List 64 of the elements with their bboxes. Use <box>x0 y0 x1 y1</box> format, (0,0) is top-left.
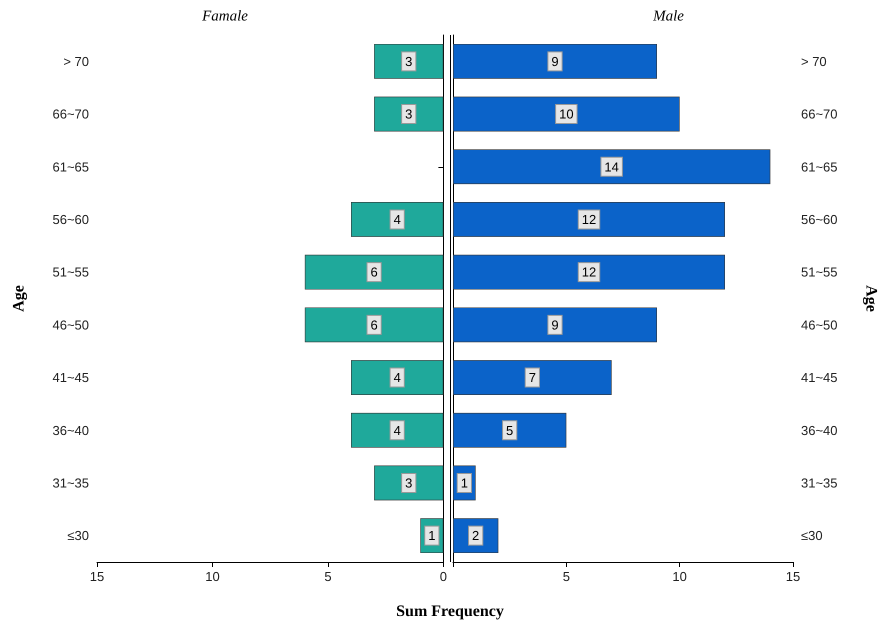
data-label: 1 <box>428 528 436 544</box>
bar <box>453 412 566 448</box>
x-axis-title: Sum Frequency <box>395 603 505 621</box>
bar <box>304 307 444 342</box>
x-tick-label: 5 <box>562 569 570 584</box>
chart-title: Famale <box>201 8 248 24</box>
x-tick-label: 10 <box>672 569 687 584</box>
data-label: 12 <box>582 212 596 227</box>
bar <box>453 96 680 132</box>
bar <box>453 254 725 290</box>
y-tick-label: 36~40 <box>52 422 89 438</box>
x-tick-label: 5 <box>324 569 332 584</box>
y-tick-label: ≤30 <box>67 528 89 544</box>
y-axis-title: Age <box>862 285 880 312</box>
y-tick-label: 61~65 <box>801 159 838 174</box>
y-tick-label: 56~60 <box>52 212 89 227</box>
data-label: 2 <box>472 528 480 544</box>
y-tick-label: 51~55 <box>52 264 89 280</box>
data-label: 3 <box>405 475 412 490</box>
chart-title: Male <box>652 8 684 24</box>
data-label: 4 <box>394 422 401 438</box>
y-tick-label: 66~70 <box>52 106 89 122</box>
bar <box>453 360 612 395</box>
bar <box>351 202 444 237</box>
y-tick-label: 31~35 <box>801 475 838 490</box>
data-label: 7 <box>528 370 536 386</box>
x-tick-label: 0 <box>440 569 447 584</box>
y-tick-label: 41~45 <box>801 370 838 386</box>
y-tick-label: ≤30 <box>801 528 823 544</box>
bar <box>453 202 725 237</box>
data-label: 3 <box>405 106 412 122</box>
y-tick-label: 31~35 <box>52 475 89 490</box>
bar <box>453 44 657 79</box>
data-label: 6 <box>370 317 378 332</box>
bar <box>304 254 444 290</box>
data-label: 10 <box>559 106 574 122</box>
y-tick-label: 51~55 <box>801 264 838 280</box>
x-tick-label: 15 <box>90 569 104 584</box>
data-label: 9 <box>551 317 559 332</box>
data-label: 9 <box>551 54 559 69</box>
bar <box>453 149 770 184</box>
x-tick-label: 10 <box>205 569 220 584</box>
bar <box>453 307 657 342</box>
y-tick-label: 66~70 <box>801 106 838 122</box>
data-label: 6 <box>370 264 378 280</box>
y-tick-label: 46~50 <box>801 317 838 332</box>
y-axis-title: Age <box>10 285 28 312</box>
data-label: 1 <box>460 475 468 490</box>
data-label: 14 <box>604 159 619 174</box>
y-tick-label: > 70 <box>63 54 89 69</box>
y-tick-label: 46~50 <box>52 317 89 332</box>
y-tick-label: 36~40 <box>801 422 838 438</box>
bar <box>351 412 444 448</box>
y-tick-label: 61~65 <box>52 159 89 174</box>
data-label: 4 <box>394 370 401 386</box>
bar <box>351 360 444 395</box>
y-tick-label: > 70 <box>801 54 827 69</box>
data-label: 3 <box>405 54 412 69</box>
data-label: 12 <box>582 264 596 280</box>
y-tick-label: 41~45 <box>52 370 89 386</box>
data-label: 4 <box>394 212 401 227</box>
x-tick-label: 15 <box>786 569 800 584</box>
y-tick-label: 56~60 <box>801 212 838 227</box>
data-label: 5 <box>506 422 514 438</box>
